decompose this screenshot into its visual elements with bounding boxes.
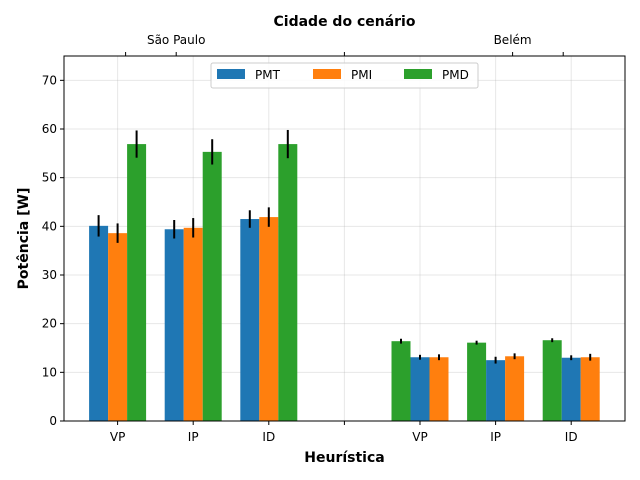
y-tick-label: 20 <box>42 317 57 331</box>
bars <box>89 144 600 421</box>
legend-label-pmt: PMT <box>255 68 281 82</box>
y-tick-label: 40 <box>42 219 57 233</box>
bar-pmt <box>164 229 184 421</box>
x-tick-label: ID <box>565 430 578 444</box>
city-label: Belém <box>494 33 532 47</box>
grid-lines <box>64 56 625 422</box>
legend-swatch-pmd <box>404 69 432 79</box>
bar-pmi <box>183 227 203 421</box>
bar-pmi <box>108 233 128 421</box>
legend: PMT PMI PMD <box>210 62 479 89</box>
top-axis: São Paulo Belém <box>125 33 564 56</box>
x-tick-label: ID <box>262 430 275 444</box>
bar-pmi <box>505 356 525 421</box>
bar-pmi <box>259 217 279 421</box>
legend-label-pmd: PMD <box>442 68 469 82</box>
y-tick-label: 60 <box>42 122 57 136</box>
x-tick-label: IP <box>188 430 199 444</box>
top-axis-title: Cidade do cenário <box>274 14 416 30</box>
y-tick-label: 0 <box>49 414 57 428</box>
city-label: São Paulo <box>147 33 205 47</box>
bar-pmt <box>89 225 109 421</box>
bar-pmt <box>240 219 260 421</box>
bar-pmd <box>391 341 411 421</box>
x-tick-label: IP <box>490 430 501 444</box>
bar-pmd <box>202 151 222 421</box>
bar-pmi <box>429 357 449 421</box>
legend-frame <box>210 62 479 89</box>
bar-pmd <box>127 144 147 421</box>
y-axis-title: Potência [W] <box>16 188 32 290</box>
bar-pmd <box>542 340 562 421</box>
x-axis: VP IP ID VP IP ID <box>110 421 578 444</box>
bar-pmt <box>486 360 506 421</box>
error-bars <box>97 129 592 364</box>
y-tick-label: 50 <box>42 171 57 185</box>
y-axis: 0 10 20 30 40 50 60 70 <box>42 73 64 428</box>
bar-pmt <box>561 357 581 421</box>
legend-swatch-pmi <box>313 69 341 79</box>
y-tick-label: 10 <box>42 365 57 379</box>
x-tick-label: VP <box>110 430 125 444</box>
bar-pmt <box>410 357 430 421</box>
bar-pmi <box>580 357 600 421</box>
x-axis-title: Heurística <box>304 450 384 466</box>
bar-pmd <box>278 144 298 421</box>
y-tick-label: 30 <box>42 268 57 282</box>
x-tick-label: VP <box>412 430 427 444</box>
y-tick-label: 70 <box>42 73 57 87</box>
legend-swatch-pmt <box>217 69 245 79</box>
bar-pmd <box>467 342 487 421</box>
legend-label-pmi: PMI <box>351 68 372 82</box>
